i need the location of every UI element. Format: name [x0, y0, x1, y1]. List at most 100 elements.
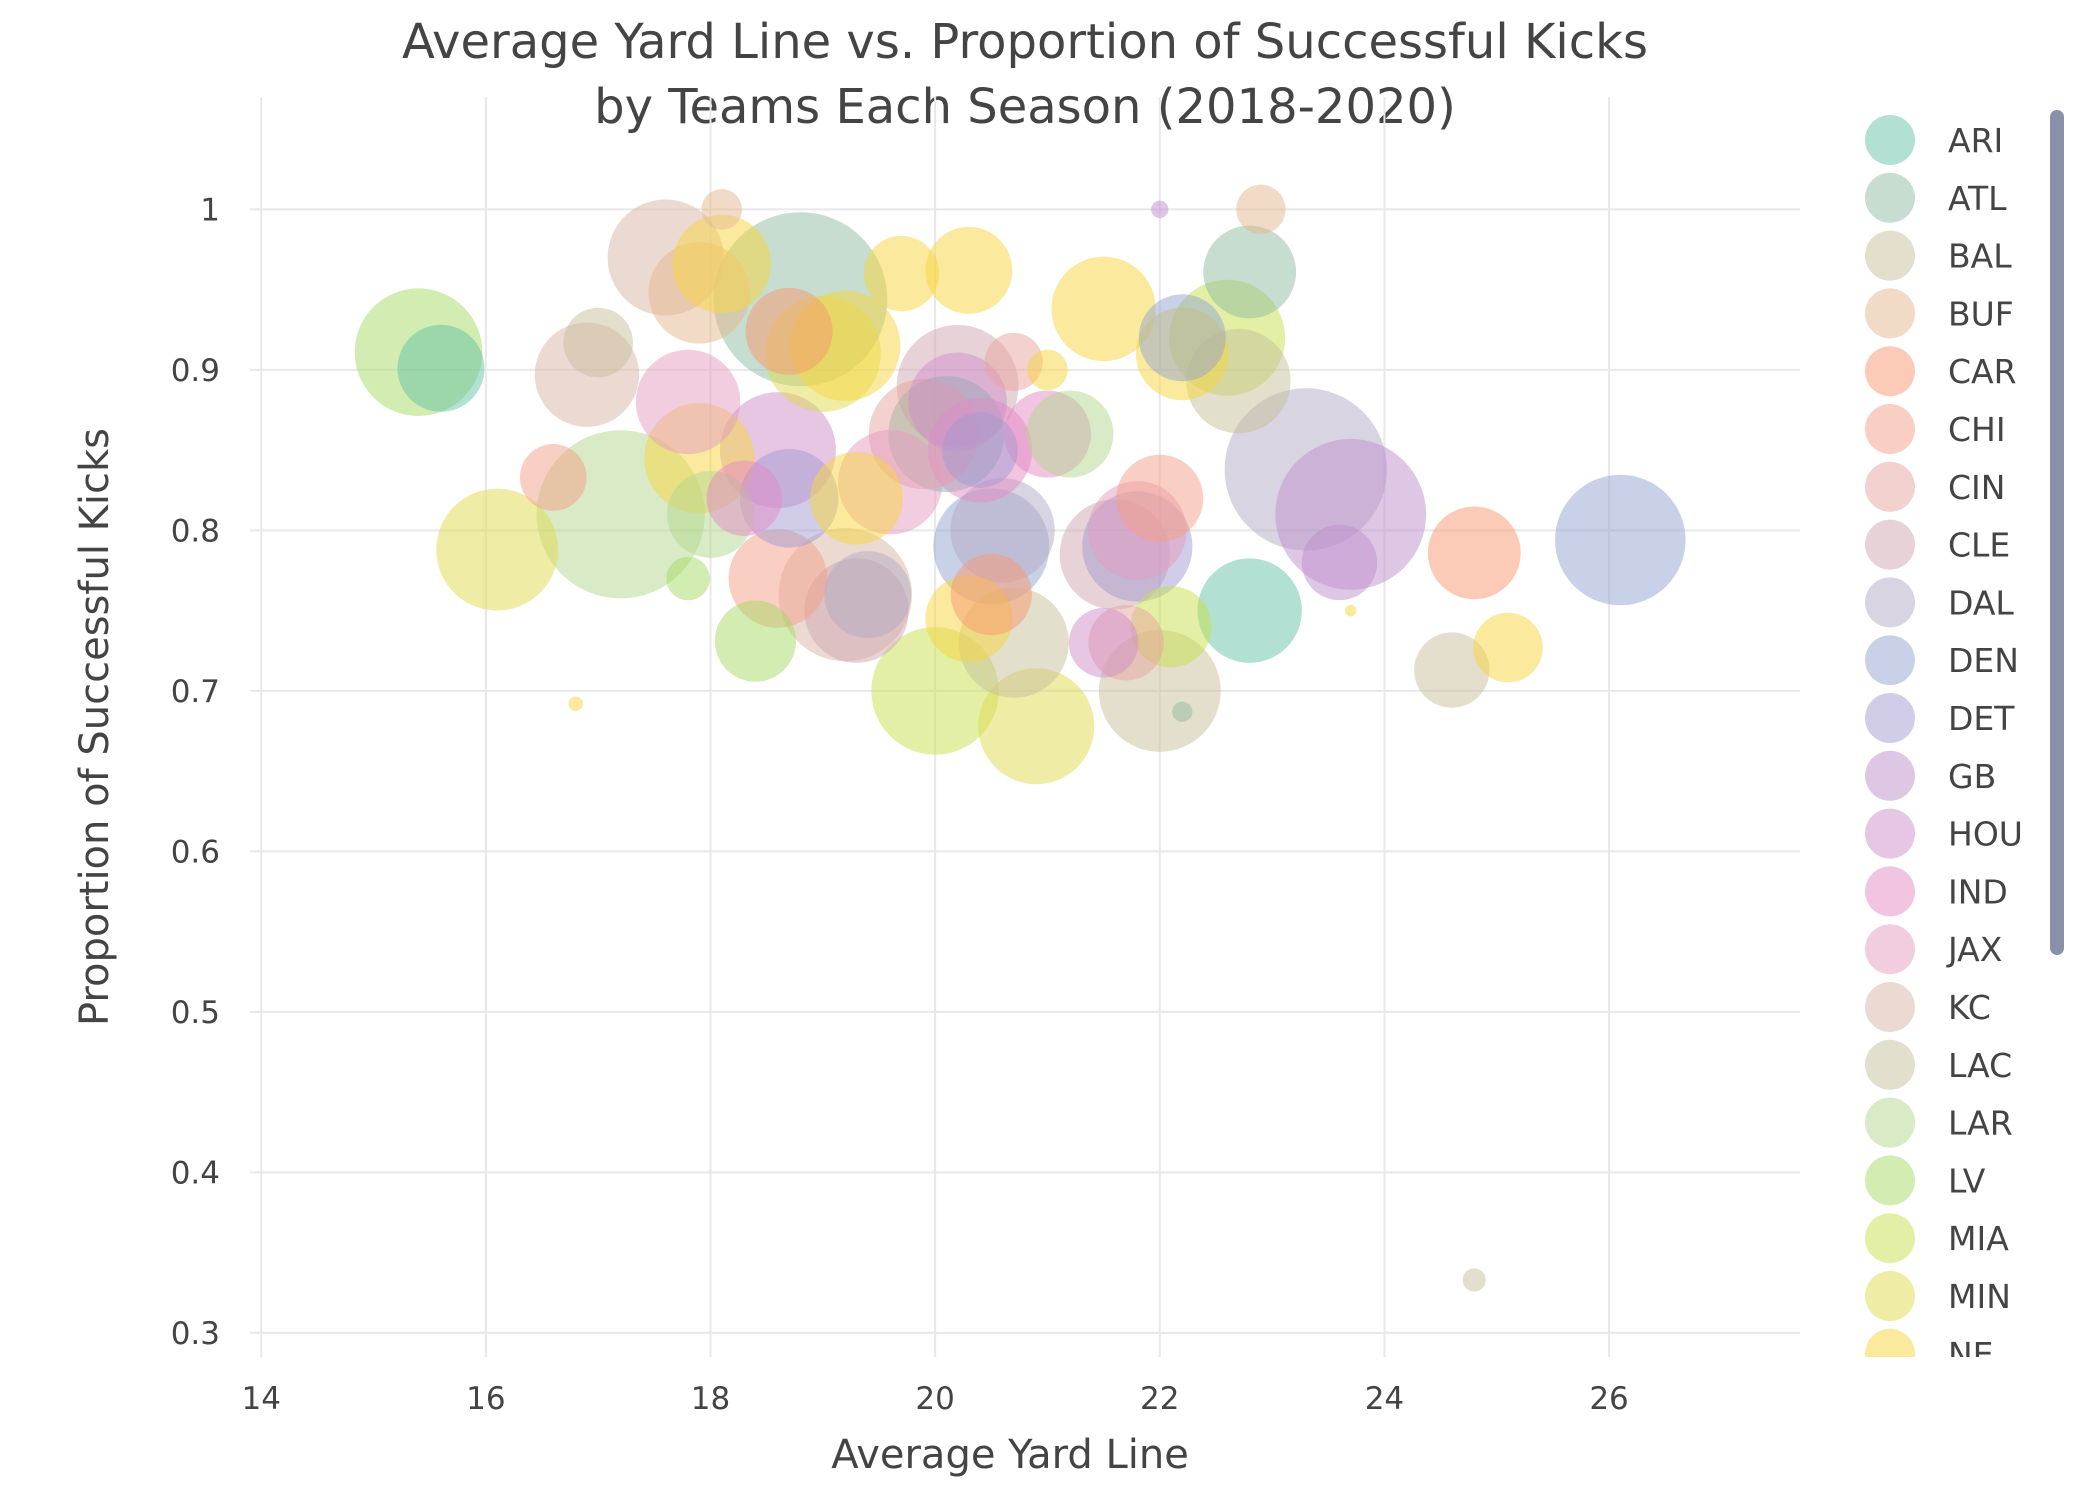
bubble-lac[interactable]: [1462, 1268, 1486, 1292]
legend-label: CAR: [1948, 352, 2017, 391]
y-tick-label: 0.7: [171, 674, 220, 710]
legend[interactable]: ARI ATL BAL BUF CAR CHI CIN CLE DAL DEN DET GB HOU IN…: [1865, 115, 2023, 1379]
bubble-ind[interactable]: [706, 460, 782, 536]
bubble-atl[interactable]: [1172, 701, 1193, 722]
legend-item-bal[interactable]: BAL: [1865, 230, 2012, 281]
legend-marker: [1865, 230, 1915, 281]
bubble-car[interactable]: [1427, 506, 1521, 600]
legend-item-det[interactable]: DET: [1865, 693, 2015, 743]
bubble-ne[interactable]: [1344, 604, 1357, 617]
legend-label: HOU: [1948, 815, 2023, 854]
legend-item-gb[interactable]: GB: [1865, 750, 1996, 801]
bubble-buf[interactable]: [1236, 184, 1286, 235]
legend-label: CLE: [1948, 526, 2010, 565]
legend-item-car[interactable]: CAR: [1865, 346, 2017, 397]
bubble-det[interactable]: [942, 412, 1018, 488]
bubble-ne[interactable]: [1473, 612, 1543, 683]
legend-item-dal[interactable]: DAL: [1865, 577, 2014, 628]
legend-item-ind[interactable]: IND: [1865, 866, 2008, 917]
legend-marker: [1865, 1039, 1915, 1090]
bubble-ne[interactable]: [925, 226, 1013, 314]
legend-item-kc[interactable]: KC: [1865, 982, 1991, 1032]
legend-label: MIN: [1948, 1277, 2011, 1316]
legend-label: DAL: [1948, 583, 2014, 622]
legend-marker: [1865, 1213, 1915, 1264]
legend-label: DET: [1948, 699, 2015, 738]
bubble-hou[interactable]: [1068, 607, 1139, 678]
bubble-jax[interactable]: [635, 349, 741, 455]
bubble-ne[interactable]: [568, 696, 583, 711]
legend-item-mia[interactable]: MIA: [1865, 1213, 2009, 1264]
bubble-den[interactable]: [1138, 294, 1226, 382]
legend-item-jax[interactable]: JAX: [1865, 924, 2002, 975]
y-tick-label: 0.3: [171, 1316, 220, 1352]
chart-title-line-2: by Teams Each Season (2018-2020): [594, 79, 1456, 135]
legend-marker: [1865, 982, 1915, 1032]
legend-marker: [1865, 1328, 1915, 1357]
legend-item-lv[interactable]: LV: [1865, 1155, 1986, 1206]
bubble-ari[interactable]: [1197, 558, 1302, 663]
bubble-atl[interactable]: [1203, 225, 1297, 319]
bubble-lv[interactable]: [714, 600, 797, 682]
bubble-lar[interactable]: [1026, 390, 1114, 478]
bubble-ne[interactable]: [863, 235, 940, 312]
bubble-ne[interactable]: [1027, 349, 1068, 391]
bubble-ari[interactable]: [397, 324, 485, 412]
legend-item-lar[interactable]: LAR: [1865, 1097, 2013, 1148]
bubble-bal[interactable]: [1414, 632, 1490, 708]
bubble-chi[interactable]: [1116, 454, 1204, 542]
bubble-car[interactable]: [745, 287, 833, 375]
bubble-dal[interactable]: [824, 551, 912, 639]
legend-marker: [1865, 346, 1915, 397]
legend-marker: [1865, 866, 1915, 917]
bubble-lv[interactable]: [666, 556, 710, 601]
bubble-chi[interactable]: [519, 444, 587, 511]
legend-marker: [1865, 808, 1915, 859]
legend-item-buf[interactable]: BUF: [1865, 288, 2014, 339]
legend-label: DEN: [1948, 641, 2019, 680]
bubble-bal[interactable]: [563, 307, 633, 378]
legend-item-den[interactable]: DEN: [1865, 635, 2019, 686]
legend-item-ne[interactable]: NE: [1865, 1328, 1994, 1379]
bubble-ne[interactable]: [672, 214, 772, 314]
legend-label: LAR: [1948, 1104, 2013, 1143]
legend-item-hou[interactable]: HOU: [1865, 808, 2023, 859]
legend-scrollbar[interactable]: [2050, 110, 2064, 955]
y-axis-title: Proportion of Successful Kicks: [72, 428, 118, 1026]
bubble-den[interactable]: [1555, 474, 1686, 606]
legend-marker: [1865, 172, 1915, 223]
bubble-car[interactable]: [950, 553, 1032, 636]
legend-item-atl[interactable]: ATL: [1865, 172, 2007, 223]
y-tick-label: 0.5: [171, 995, 220, 1031]
legend-item-cin[interactable]: CIN: [1865, 461, 2005, 512]
legend-label: LAC: [1948, 1046, 2012, 1085]
legend-label: KC: [1948, 988, 1991, 1027]
bubble-gb[interactable]: [1301, 524, 1378, 601]
bubble-dal[interactable]: [950, 478, 1055, 583]
legend-item-cle[interactable]: CLE: [1865, 519, 2010, 570]
legend-item-chi[interactable]: CHI: [1865, 404, 2006, 454]
bubble-buf[interactable]: [701, 189, 743, 230]
legend-item-lac[interactable]: LAC: [1865, 1039, 2012, 1090]
legend-label: LV: [1948, 1161, 1986, 1200]
y-tick-label: 0.6: [171, 834, 220, 870]
legend-label: ATL: [1948, 179, 2007, 218]
legend-item-min[interactable]: MIN: [1865, 1271, 2011, 1321]
legend-item-ari[interactable]: ARI: [1865, 115, 2003, 165]
y-tick-label: 0.8: [171, 513, 220, 549]
legend-marker: [1865, 1155, 1915, 1206]
legend-label: BUF: [1948, 294, 2014, 333]
x-tick-label: 14: [242, 1381, 281, 1417]
bubble-min[interactable]: [436, 488, 559, 611]
legend-marker: [1865, 1271, 1915, 1321]
legend-label: CHI: [1948, 410, 2006, 449]
legend-marker: [1865, 577, 1915, 628]
bubble-ne[interactable]: [1051, 256, 1156, 362]
x-tick-label: 24: [1365, 1381, 1404, 1417]
legend-marker: [1865, 115, 1915, 165]
legend-marker: [1865, 461, 1915, 512]
bubble-gb[interactable]: [1151, 200, 1169, 219]
x-tick-label: 16: [466, 1381, 505, 1417]
bubble-ne[interactable]: [810, 451, 903, 545]
